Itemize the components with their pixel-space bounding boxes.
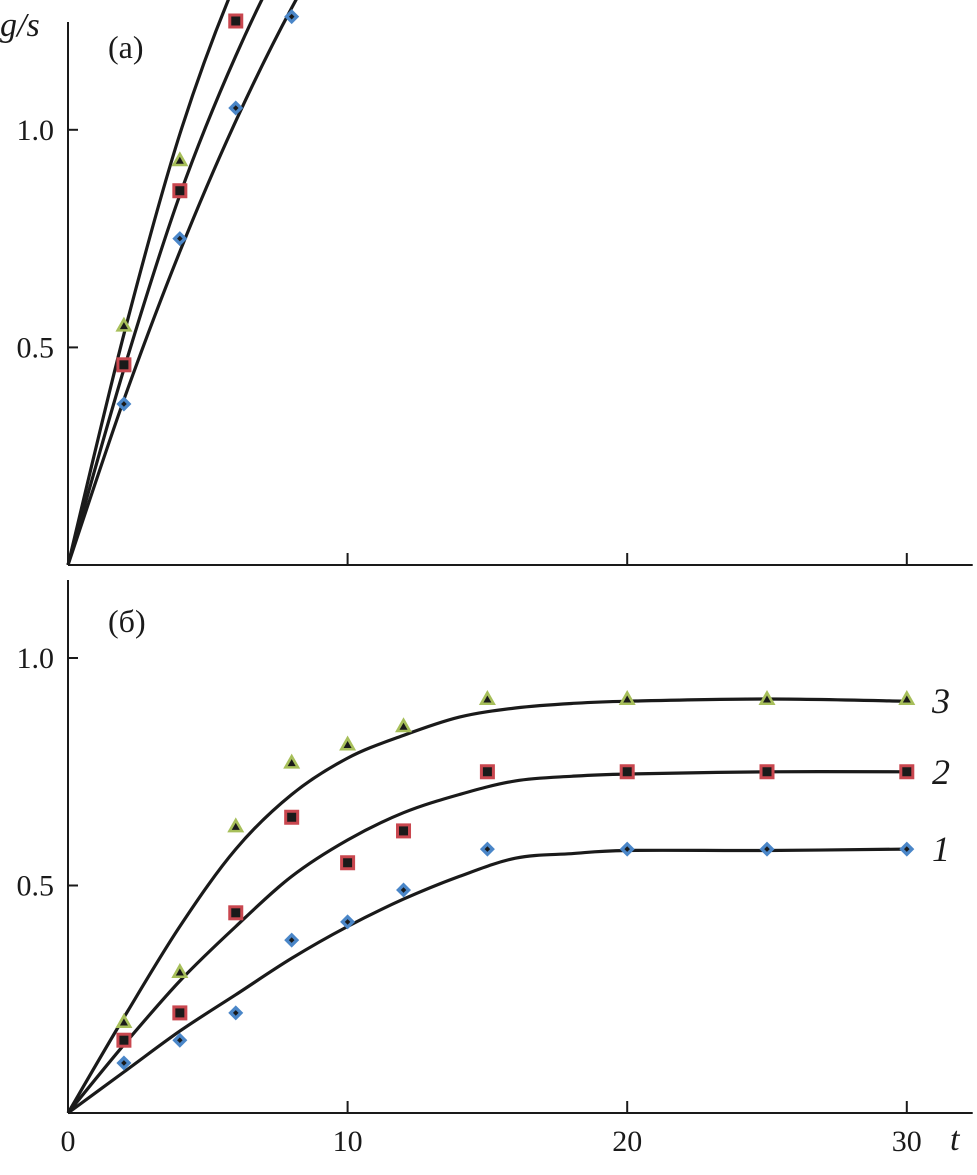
panel-b-series-one-point-core — [177, 1037, 183, 1043]
panel-b-series-one-point-core — [288, 937, 295, 943]
panel-b-series-one-point-core — [484, 846, 491, 852]
panel-b-series-one-point-core — [904, 846, 910, 852]
panel-a-y-tick-label: 1.0 — [17, 114, 55, 147]
panel-b-x-tick-label: 0 — [61, 1125, 76, 1158]
panel-a-series-three-curve — [66, 0, 230, 566]
panel-b-series-two-curve — [66, 770, 907, 1115]
panel-a-series-two-curve — [66, 0, 264, 566]
y-axis-title: g/s — [0, 7, 40, 44]
axes-layer — [67, 22, 973, 1114]
panel-a-series-one-point-core — [288, 13, 295, 20]
panel-a-series-two-point-core — [119, 360, 129, 370]
panel-a-series-one-point-core — [232, 105, 239, 111]
panel-b-series-three-point-core — [902, 695, 911, 703]
panel-b-series-three-point-core — [483, 695, 492, 703]
panel-b-x-tick-label: 10 — [333, 1125, 363, 1158]
panel-b-series-two-point-core — [622, 767, 632, 777]
panel-b-series-three-point-core — [623, 695, 632, 703]
panel-b-series-one-point-core — [232, 1010, 239, 1016]
panel-a-series-three-point-core — [119, 322, 128, 330]
panel-b-series-three-point-core — [175, 968, 184, 976]
panel-b-series-three-point-core — [763, 695, 771, 703]
panel-b-series-three-point-core — [287, 759, 296, 767]
panel-b-series-one-point-core — [764, 846, 770, 852]
panel-b-x-tick-label: 20 — [612, 1125, 642, 1158]
panel-b-series-two-point-core — [762, 767, 772, 777]
panel-b-series-label-1: 1 — [932, 829, 950, 869]
panel-b-series-one-point-core — [400, 887, 407, 893]
panel-b-series-label-3: 3 — [931, 681, 950, 721]
panel-b-series-three-curve — [66, 697, 907, 1114]
panel-a-series-two-point-core — [175, 186, 185, 196]
panel-a-series-one-curve — [66, 0, 298, 566]
x-axis-title: t — [950, 1121, 961, 1158]
panel-b-series-one-point-core — [624, 846, 630, 852]
panel-b-series-two-point-core — [287, 812, 297, 822]
panel-a-series-three-point-core — [175, 156, 184, 164]
panel-a-label: (a) — [108, 29, 144, 65]
panel-a-series-one-point-core — [121, 401, 127, 407]
panel-b-series-two-point-core — [119, 1035, 129, 1045]
panel-b-series-two-point-core — [231, 908, 241, 918]
curves-layer — [66, 0, 907, 1115]
panel-b-y-tick-label: 0.5 — [17, 870, 55, 903]
panel-b-series-one-point-core — [121, 1060, 127, 1066]
panel-b-series-three-point-core — [399, 722, 408, 730]
panel-b-series-label-2: 2 — [932, 752, 950, 792]
panel-b-series-three-point-core — [231, 822, 240, 830]
panel-b-series-two-point-core — [343, 858, 353, 868]
panel-b-series-one-curve — [67, 847, 907, 1115]
panel-b-series-two-point-core — [399, 826, 409, 836]
panel-b-x-tick-label: 30 — [892, 1125, 922, 1158]
panel-a-series-two-point-core — [231, 16, 241, 26]
panel-b-series-one-point-core — [344, 919, 351, 925]
panel-b-series-two-point-core — [175, 1008, 185, 1018]
panel-b-series-two-point-core — [902, 767, 912, 777]
markers-layer — [115, 9, 916, 1071]
panel-b-y-tick-label: 1.0 — [17, 642, 55, 675]
panel-b-label: (б) — [108, 603, 146, 639]
panel-b-series-two-point-core — [482, 767, 492, 777]
panel-b-series-three-point-core — [119, 1018, 128, 1026]
panel-b-series-three-point-core — [343, 740, 352, 748]
panel-a-series-one-point-core — [177, 235, 183, 242]
text-layer: g/s (a) (б) t 0.51.01.52.01230.51.001020… — [0, 7, 961, 1158]
panel-a-y-tick-label: 0.5 — [17, 331, 55, 364]
